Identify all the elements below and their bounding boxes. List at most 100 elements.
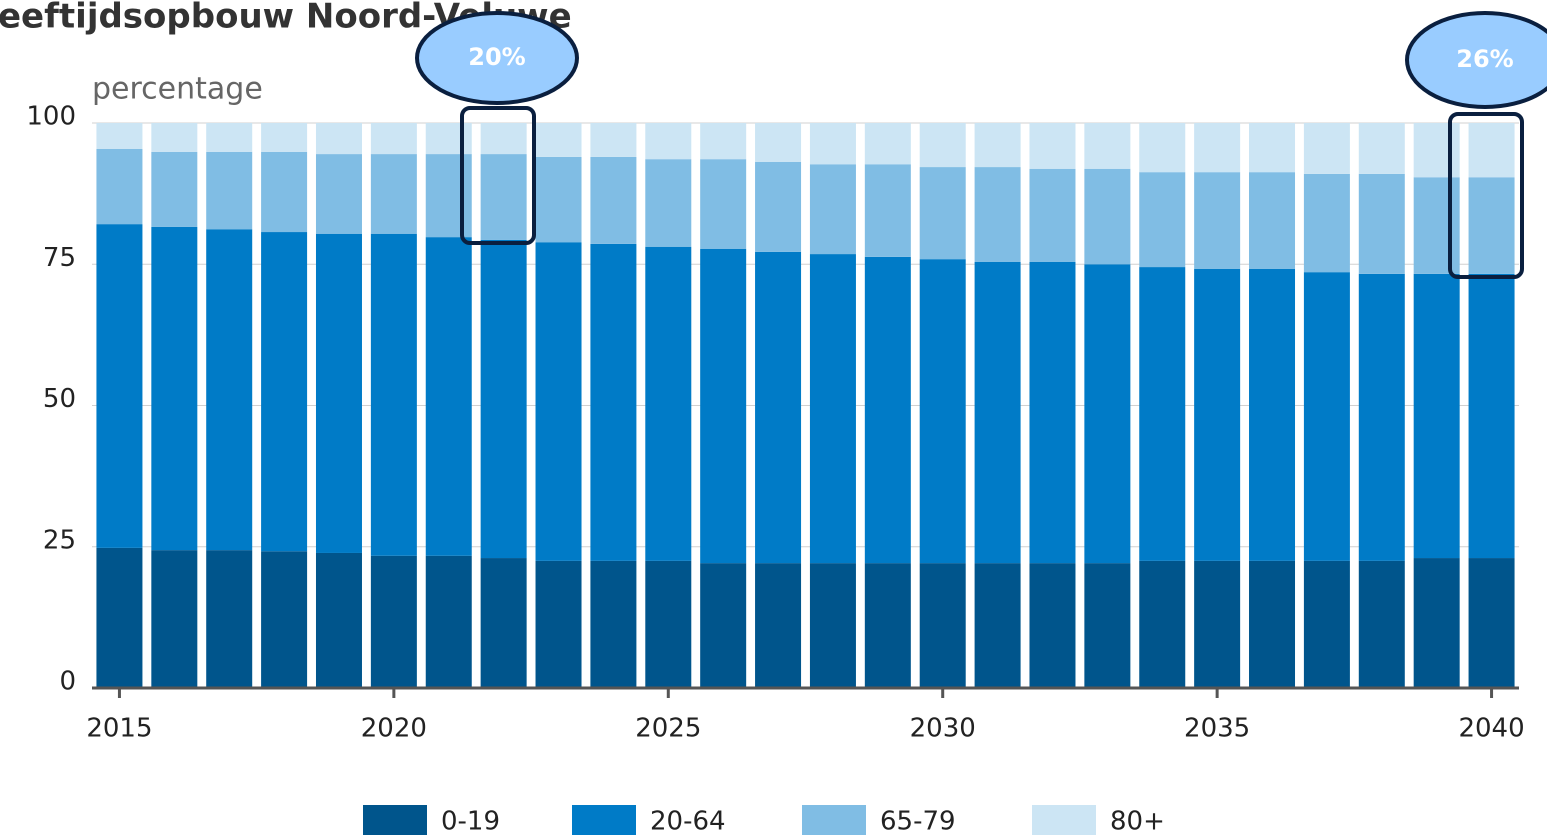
- legend-swatch: [1032, 805, 1096, 835]
- bar-segment: [645, 560, 692, 688]
- bar-segment: [974, 563, 1021, 688]
- bar-segment: [1303, 123, 1350, 174]
- bar-segment: [700, 563, 747, 688]
- bar-segment: [535, 123, 582, 157]
- bar-segment: [809, 123, 856, 165]
- bar-segment: [480, 239, 527, 559]
- bar-segment: [1029, 123, 1076, 169]
- bar-segment: [1194, 560, 1241, 688]
- bar-segment: [425, 555, 472, 688]
- bar-segment: [645, 159, 692, 247]
- bar-segment: [1139, 123, 1186, 173]
- legend-swatch: [572, 805, 636, 835]
- bar-segment: [755, 161, 802, 252]
- bar-segment: [590, 156, 637, 244]
- bar-segment: [1249, 560, 1296, 688]
- bar-segment: [151, 123, 198, 152]
- bar-segment: [261, 151, 308, 233]
- bar-segment: [1029, 563, 1076, 688]
- bar-segment: [96, 224, 143, 548]
- bar-segment: [1358, 173, 1405, 274]
- bar-segment: [151, 226, 198, 551]
- bar-segment: [590, 123, 637, 157]
- bar-segment: [755, 123, 802, 162]
- bar-segment: [480, 558, 527, 688]
- legend-label: 0-19: [441, 807, 500, 836]
- x-tick-label: 2040: [1458, 714, 1524, 744]
- bar-segment: [1358, 273, 1405, 561]
- bar-segment: [535, 560, 582, 688]
- y-axis-label: percentage: [92, 72, 263, 107]
- bar-segment: [1194, 268, 1241, 561]
- bar-segment: [864, 123, 911, 165]
- bar-segment: [206, 550, 253, 688]
- bar-segment: [755, 563, 802, 688]
- bar-segment: [1084, 168, 1131, 265]
- legend-label: 80+: [1110, 807, 1165, 836]
- bar-segment: [370, 154, 417, 234]
- bar-segment: [425, 237, 472, 556]
- x-tick-label: 2020: [361, 714, 427, 744]
- bar-segment: [1139, 560, 1186, 688]
- bar-segment: [919, 563, 966, 688]
- bar-segment: [1084, 563, 1131, 688]
- y-tick-label: 100: [26, 102, 76, 132]
- bar-segment: [206, 151, 253, 230]
- bar-segment: [809, 563, 856, 688]
- bar-segment: [1358, 560, 1405, 688]
- bar-segment: [425, 123, 472, 155]
- annotation-bubble: [1405, 11, 1547, 109]
- bar-segment: [480, 123, 527, 155]
- bar-segment: [1413, 177, 1460, 274]
- bar-segment: [315, 552, 362, 688]
- bar-segment: [1468, 558, 1515, 688]
- legend-label: 20-64: [650, 807, 726, 836]
- bar-segment: [370, 233, 417, 556]
- bar-segment: [700, 123, 747, 160]
- bar-segment: [809, 254, 856, 564]
- bar-segment: [1468, 123, 1515, 178]
- bar-segment: [1358, 123, 1405, 174]
- bar-segment: [1139, 267, 1186, 561]
- bar-segment: [370, 555, 417, 688]
- bar-segment: [1194, 123, 1241, 173]
- bar-segment: [1468, 273, 1515, 559]
- bar-segment: [370, 123, 417, 155]
- bar-segment: [1413, 273, 1460, 559]
- y-tick-label: 75: [43, 243, 76, 273]
- bar-segment: [96, 123, 143, 149]
- bar-segment: [315, 123, 362, 155]
- bar-segment: [974, 261, 1021, 564]
- bar-segment: [261, 551, 308, 688]
- bar-segment: [261, 232, 308, 552]
- y-tick-label: 50: [43, 384, 76, 414]
- bar-segment: [535, 242, 582, 561]
- x-tick-label: 2030: [910, 714, 976, 744]
- bar-segment: [151, 550, 198, 688]
- bar-segment: [809, 164, 856, 255]
- annotation-bubble: [415, 11, 579, 105]
- bar-segment: [590, 243, 637, 561]
- bar-segment: [1413, 558, 1460, 688]
- bar-segment: [700, 248, 747, 564]
- bar-segment: [1029, 168, 1076, 262]
- x-tick-label: 2015: [86, 714, 152, 744]
- bar-segment: [1303, 173, 1350, 273]
- highlight-box: [460, 106, 536, 245]
- bar-segment: [919, 167, 966, 260]
- bar-segment: [864, 256, 911, 564]
- bar-segment: [1139, 172, 1186, 268]
- bar-segment: [864, 164, 911, 257]
- bar-segment: [1084, 123, 1131, 169]
- y-tick-label: 25: [43, 525, 76, 555]
- bar-segment: [206, 229, 253, 551]
- bar-segment: [151, 151, 198, 227]
- bar-segment: [1249, 268, 1296, 561]
- bar-segment: [1029, 261, 1076, 564]
- bar-segment: [1303, 272, 1350, 561]
- annotation-text: 20%: [468, 43, 525, 71]
- bar-segment: [480, 154, 527, 240]
- bar-segment: [919, 259, 966, 564]
- bar-segment: [919, 123, 966, 168]
